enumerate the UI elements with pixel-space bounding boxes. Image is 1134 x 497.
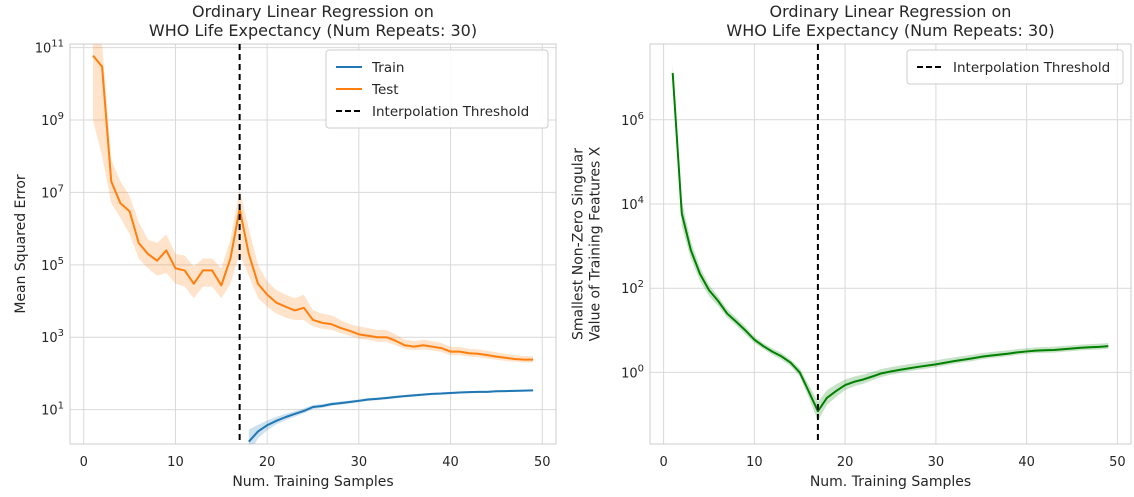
chart1-series-2-ci-band — [92, 44, 534, 363]
chart1-legend: Train Test Interpolation Threshold — [325, 49, 549, 129]
chart1-x-tick-label: 40 — [442, 455, 459, 470]
chart1-legend-label: Interpolation Threshold — [372, 104, 529, 120]
chart1-plot-frame — [69, 43, 557, 445]
chart2-y-tick-label-base: 10 — [621, 282, 638, 297]
chart2-y-axis-label: Smallest Non-Zero SingularValue of Train… — [571, 146, 604, 341]
chart2-x-tick-label: 30 — [928, 455, 945, 470]
chart1-title-line: WHO Life Expectancy (Num Repeats: 30) — [149, 21, 477, 40]
chart2-series-1-line — [671, 72, 1109, 413]
chart2-legend: Interpolation Threshold — [906, 49, 1124, 85]
chart2-y-tick-label-base: 10 — [621, 366, 638, 381]
chart1-y-tick-label: 107 — [41, 183, 64, 201]
chart2-x-tick-label: 20 — [837, 455, 854, 470]
chart2-y-tick-label-exp: 6 — [638, 111, 644, 122]
chart2-legend-box — [906, 49, 1124, 85]
chart1-y-tick-label-exp: 3 — [58, 328, 64, 339]
chart1-y-tick-label-exp: 11 — [51, 39, 64, 50]
chart2-y-axis-label-line: Smallest Non-Zero Singular — [571, 148, 587, 340]
chart2-x-tick-label: 0 — [659, 455, 667, 470]
chart2-y-tick-label-exp: 0 — [638, 363, 644, 374]
chart2-title-line: WHO Life Expectancy (Num Repeats: 30) — [726, 21, 1054, 40]
chart1-y-tick-label-base: 10 — [41, 331, 58, 346]
chart1-x-tick-label: 50 — [534, 455, 551, 470]
chart2-x-tick-label: 10 — [746, 455, 763, 470]
chart1-plot-area — [92, 44, 534, 444]
chart1-x-tick-label: 20 — [259, 455, 276, 470]
chart1-y-axis-label-line: Mean Squared Error — [13, 174, 29, 314]
chart2-y-tick-label: 104 — [621, 195, 644, 213]
chart1-y-tick-label-base: 10 — [41, 114, 58, 129]
chart1-y-tick-label: 1011 — [35, 39, 64, 57]
chart2-legend-label: Interpolation Threshold — [953, 60, 1110, 76]
chart1-x-axis-label: Num. Training Samples — [232, 474, 393, 490]
chart2-plot-frame — [649, 43, 1132, 445]
chart1-y-tick-label: 103 — [41, 328, 64, 346]
chart1-x-tick-label: 0 — [80, 455, 88, 470]
chart2-y-tick-label-base: 10 — [621, 198, 638, 213]
chart2-y-tick-label: 106 — [621, 111, 644, 129]
chart1-title-line: Ordinary Linear Regression on — [192, 2, 434, 21]
chart1-legend-label: Train — [371, 60, 404, 76]
chart1-y-tick-label: 101 — [41, 401, 64, 419]
chart1-y-tick-label-base: 10 — [41, 404, 58, 419]
chart1-series-1-line — [248, 389, 534, 443]
chart1-y-tick-label-exp: 9 — [58, 111, 64, 122]
chart2-x-axis-label: Num. Training Samples — [810, 474, 971, 490]
chart1-x-tick-label: 10 — [167, 455, 184, 470]
chart1-y-tick-label-base: 10 — [41, 186, 58, 201]
chart1-y-tick-label: 109 — [41, 111, 64, 129]
chart2-y-tick-label-exp: 4 — [638, 195, 644, 206]
chart1-series-2-line — [92, 55, 534, 361]
chart1-y-axis-label: Mean Squared Error — [13, 174, 29, 314]
chart2-axes — [649, 43, 1132, 445]
chart2-y-tick-label: 102 — [621, 279, 644, 297]
chart1-y-tick-label-exp: 1 — [58, 401, 64, 412]
chart2-y-tick-label-exp: 2 — [638, 279, 644, 290]
chart2-x-tick-label: 40 — [1018, 455, 1035, 470]
chart2-title-line: Ordinary Linear Regression on — [770, 2, 1012, 21]
chart1-y-tick-label-base: 10 — [41, 259, 58, 274]
chart2-x-tick-label: 50 — [1109, 455, 1126, 470]
chart1-legend-label: Test — [371, 82, 399, 98]
chart2-y-tick-label: 100 — [621, 363, 644, 381]
chart1-legend-box — [325, 49, 549, 129]
chart1-y-tick-label-exp: 5 — [58, 256, 64, 267]
chart2-series-1-ci-band — [672, 65, 1109, 422]
chart1-y-tick-label: 105 — [41, 256, 64, 274]
chart1-y-tick-label-exp: 7 — [58, 183, 64, 194]
chart2-y-axis-label-line: Value of Training Features X — [588, 146, 604, 341]
chart2-y-tick-label-base: 10 — [621, 114, 638, 129]
chart1-x-tick-label: 30 — [351, 455, 368, 470]
chart2-plot-area — [671, 65, 1109, 422]
chart1-y-tick-label-base: 10 — [35, 42, 52, 57]
